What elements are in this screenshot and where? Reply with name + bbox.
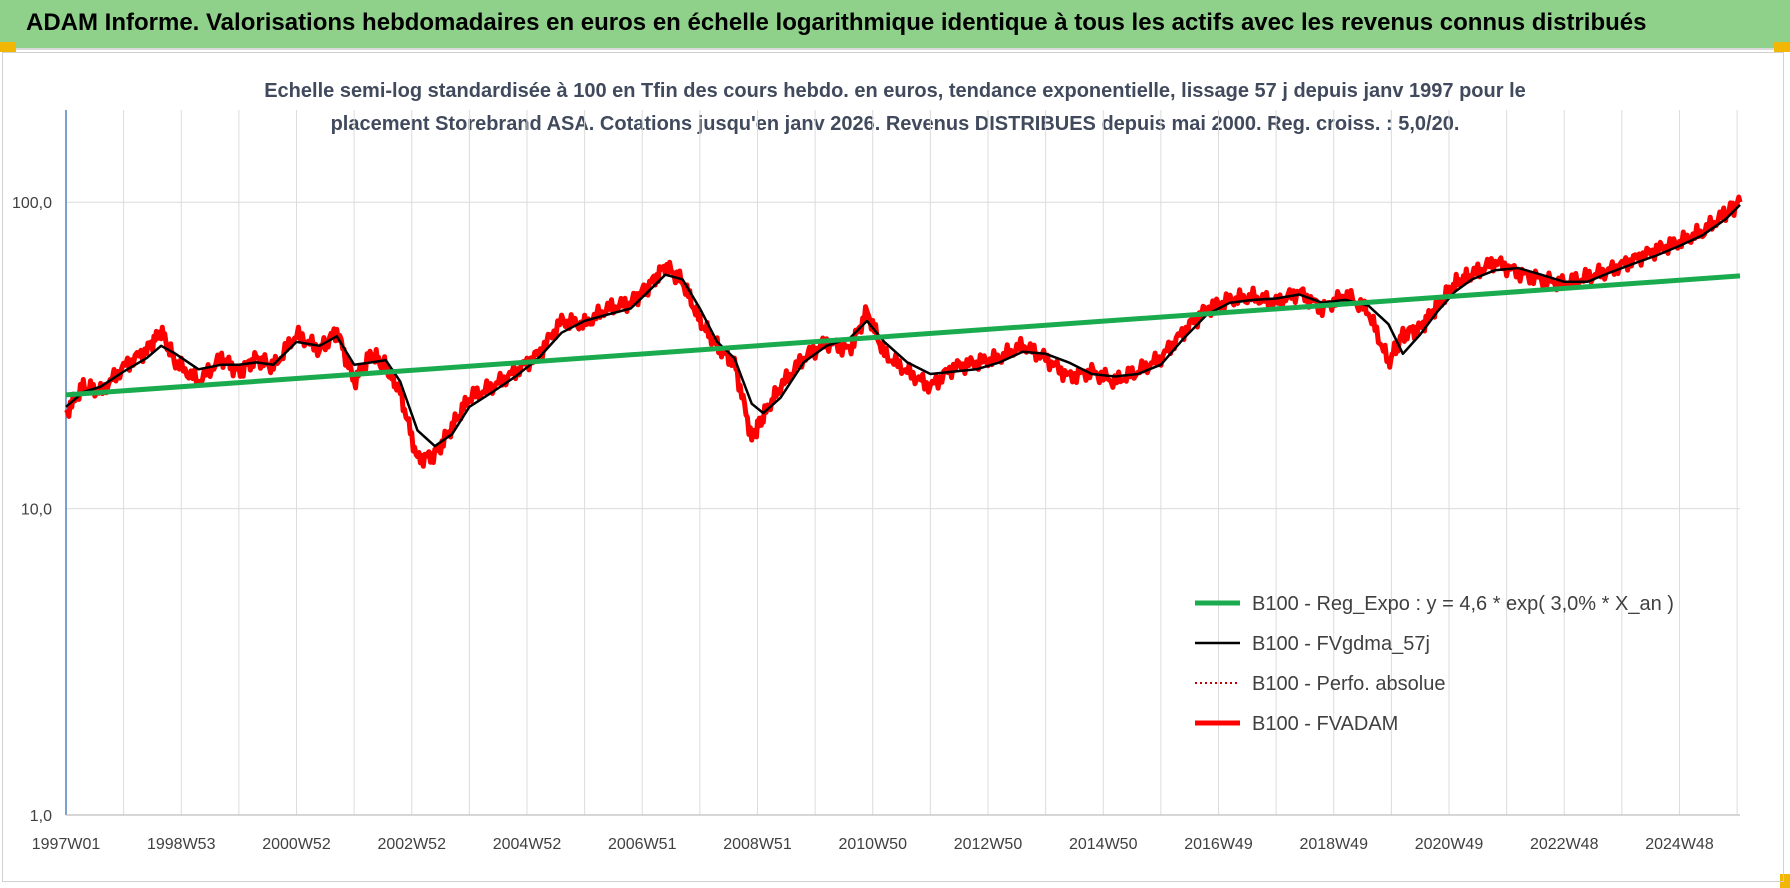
x-tick-label: 2024W48 xyxy=(1645,836,1714,853)
legend-label: B100 - FVgdma_57j xyxy=(1252,633,1430,655)
x-tick-label: 2014W50 xyxy=(1069,836,1138,853)
series-line-3 xyxy=(64,194,1743,469)
series-line-0 xyxy=(65,273,1741,398)
y-tick-label: 10,0 xyxy=(21,502,52,519)
x-tick-label: 2002W52 xyxy=(377,836,446,853)
axes: 1,0 10,0 100,0 1997W01 1998W53 2000W52 2002W52… xyxy=(12,110,1740,853)
x-tick-label: 2018W49 xyxy=(1299,836,1368,853)
y-tick-label: 1,0 xyxy=(30,808,52,825)
x-tick-label: 2004W52 xyxy=(493,836,562,853)
corner-marker-bottom-right xyxy=(1780,874,1790,888)
x-tick-label: 2006W51 xyxy=(608,836,677,853)
x-tick-label: 2012W50 xyxy=(954,836,1023,853)
grid xyxy=(65,110,1740,816)
y-tick-label: 100,0 xyxy=(12,195,52,212)
series-line-1 xyxy=(65,204,1741,448)
chart-title: Echelle semi-log standardisée à 100 en T… xyxy=(264,80,1526,135)
chart-title-line-2: placement Storebrand ASA. Cotations jusq… xyxy=(331,113,1460,135)
legend: B100 - Reg_Expo : y = 4,6 * exp( 3,0% * … xyxy=(1195,593,1674,735)
banner: ADAM Informe. Valorisations hebdomadaire… xyxy=(0,0,1790,50)
series-lines xyxy=(64,194,1743,469)
x-tick-label: 2008W51 xyxy=(723,836,792,853)
corner-marker-left xyxy=(0,42,16,52)
chart-frame xyxy=(2,52,1784,882)
legend-label: B100 - Reg_Expo : y = 4,6 * exp( 3,0% * … xyxy=(1252,593,1674,615)
chart-title-line-1: Echelle semi-log standardisée à 100 en T… xyxy=(264,80,1526,102)
legend-label: B100 - FVADAM xyxy=(1252,713,1398,735)
x-tick-label: 2016W49 xyxy=(1184,836,1253,853)
x-tick-label: 2022W48 xyxy=(1530,836,1599,853)
banner-title: ADAM Informe. Valorisations hebdomadaire… xyxy=(26,9,1647,36)
x-tick-label: 1997W01 xyxy=(32,836,101,853)
corner-marker-right xyxy=(1774,42,1790,52)
x-tick-label: 2010W50 xyxy=(838,836,907,853)
legend-label: B100 - Perfo. absolue xyxy=(1252,673,1445,695)
x-tick-label: 2000W52 xyxy=(262,836,331,853)
x-tick-label: 1998W53 xyxy=(147,836,216,853)
x-tick-label: 2020W49 xyxy=(1415,836,1484,853)
